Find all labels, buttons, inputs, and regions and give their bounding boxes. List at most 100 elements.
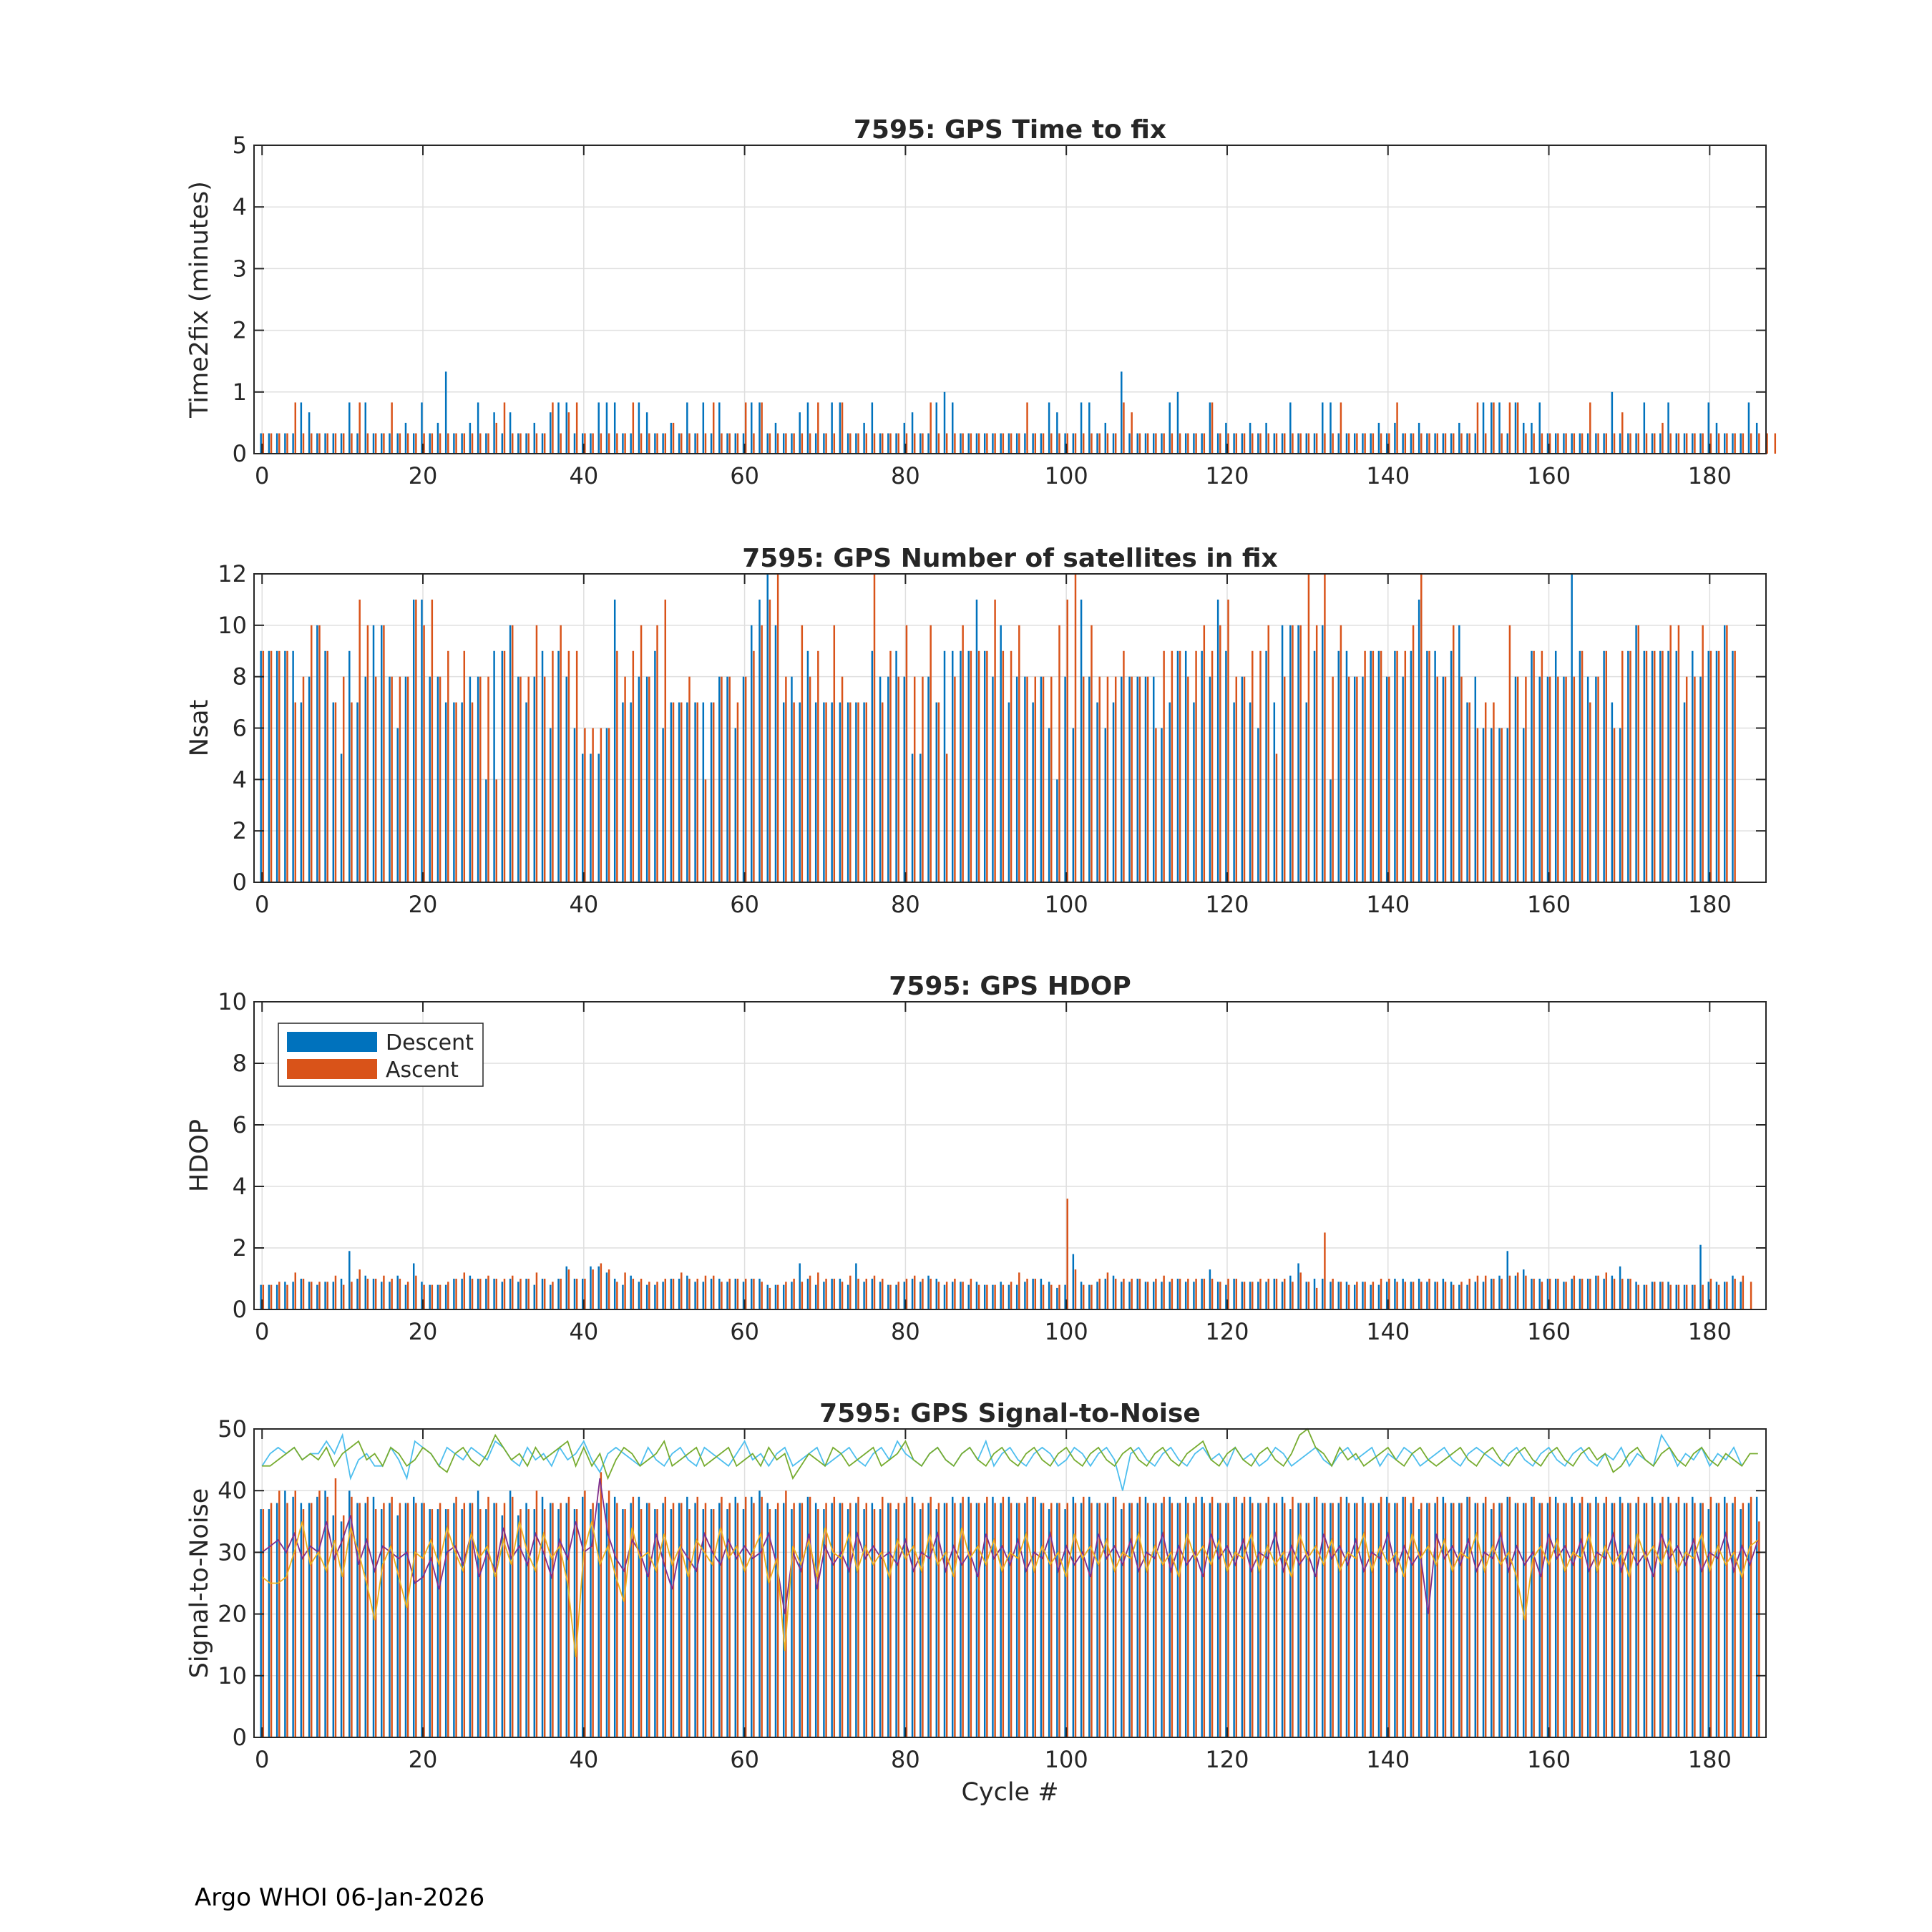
bar-descent-28 <box>485 1279 487 1309</box>
bar-descent-64 <box>774 422 777 454</box>
bar-descent-117 <box>1201 1279 1203 1309</box>
bar-ascent-123 <box>1252 1282 1254 1309</box>
bar-descent-132 <box>1322 402 1324 454</box>
bar-ascent-159 <box>1541 1503 1543 1737</box>
bar-ascent-113 <box>1171 1279 1174 1309</box>
bar-ascent-102 <box>1082 676 1085 882</box>
bar-descent-43 <box>605 1272 608 1309</box>
bar-ascent-33 <box>527 676 530 882</box>
bar-ascent-49 <box>656 625 658 882</box>
bar-descent-120 <box>1225 1503 1227 1737</box>
bar-ascent-107 <box>1123 402 1125 454</box>
bar-ascent-44 <box>616 1282 618 1309</box>
bar-ascent-117 <box>1203 625 1206 882</box>
bar-ascent-185 <box>1750 1496 1752 1737</box>
bar-ascent-177 <box>1685 676 1688 882</box>
bar-ascent-153 <box>1493 702 1495 882</box>
bar-ascent-43 <box>608 1491 610 1737</box>
bar-ascent-165 <box>1589 702 1591 882</box>
x-tick-label: 80 <box>891 891 920 918</box>
bar-ascent-131 <box>1315 1287 1318 1309</box>
bar-ascent-126 <box>1275 433 1278 454</box>
bar-ascent-139 <box>1380 433 1382 454</box>
bar-descent-157 <box>1523 1503 1525 1737</box>
bar-ascent-30 <box>503 1503 506 1737</box>
bar-ascent-0 <box>262 433 265 454</box>
bar-descent-180 <box>1707 402 1709 454</box>
bar-descent-168 <box>1611 1503 1614 1737</box>
bar-descent-142 <box>1402 433 1404 454</box>
bar-descent-60 <box>742 1282 745 1309</box>
bar-descent-105 <box>1104 728 1107 882</box>
bar-descent-93 <box>1008 702 1010 882</box>
bar-ascent-136 <box>1356 676 1358 882</box>
bar-descent-165 <box>1586 1279 1589 1309</box>
bar-ascent-82 <box>922 1279 924 1309</box>
bar-descent-28 <box>485 779 487 882</box>
y-tick-label: 2 <box>233 817 247 844</box>
x-tick-label: 180 <box>1688 891 1732 918</box>
bar-descent-98 <box>1048 1282 1050 1309</box>
bar-ascent-167 <box>1605 1272 1608 1309</box>
bar-descent-185 <box>1747 402 1750 454</box>
bar-descent-24 <box>453 1503 455 1737</box>
bar-ascent-120 <box>1227 599 1229 882</box>
bar-descent-17 <box>396 1515 399 1737</box>
bar-descent-72 <box>839 702 841 882</box>
bar-ascent-67 <box>801 1503 804 1737</box>
x-tick-label: 40 <box>569 1318 598 1345</box>
x-tick-label: 80 <box>891 1318 920 1345</box>
bar-descent-12 <box>356 433 358 454</box>
y-tick-label: 10 <box>218 612 247 639</box>
bar-descent-62 <box>758 599 761 882</box>
bar-descent-33 <box>525 433 527 454</box>
bar-ascent-14 <box>374 1509 377 1737</box>
bar-ascent-26 <box>471 433 474 454</box>
bar-ascent-106 <box>1114 433 1117 454</box>
bar-descent-106 <box>1112 433 1115 454</box>
bar-ascent-65 <box>785 433 787 454</box>
bar-descent-18 <box>404 422 407 454</box>
bar-descent-170 <box>1627 650 1629 882</box>
x-tick-label: 40 <box>569 1746 598 1773</box>
bar-descent-25 <box>461 433 463 454</box>
bar-ascent-67 <box>801 433 804 454</box>
bar-ascent-137 <box>1364 1503 1366 1737</box>
bar-ascent-83 <box>930 1496 932 1737</box>
bar-ascent-113 <box>1171 1503 1174 1737</box>
bar-ascent-171 <box>1637 433 1639 454</box>
snr-line-3 <box>261 1478 1759 1614</box>
bar-ascent-87 <box>962 1282 964 1309</box>
bar-descent-104 <box>1096 702 1098 882</box>
bar-ascent-14 <box>374 433 377 454</box>
bar-descent-38 <box>565 402 567 454</box>
bar-descent-119 <box>1216 1503 1219 1737</box>
bar-descent-128 <box>1289 625 1292 882</box>
bar-ascent-150 <box>1468 1496 1470 1737</box>
bar-ascent-100 <box>1066 599 1068 882</box>
bar-descent-42 <box>597 753 600 882</box>
bar-ascent-130 <box>1307 1503 1310 1737</box>
x-tick-label: 160 <box>1527 1746 1571 1773</box>
bar-descent-75 <box>863 1509 865 1737</box>
bar-descent-124 <box>1257 1503 1259 1737</box>
bar-ascent-98 <box>1050 676 1053 882</box>
bar-descent-181 <box>1715 650 1718 882</box>
bar-ascent-37 <box>560 625 562 882</box>
bar-ascent-182 <box>1726 1503 1728 1737</box>
bar-descent-144 <box>1418 599 1420 882</box>
bar-ascent-105 <box>1106 676 1109 882</box>
bar-ascent-22 <box>439 1284 441 1309</box>
bar-descent-39 <box>573 728 576 882</box>
bar-descent-112 <box>1161 1503 1163 1737</box>
bar-descent-3 <box>284 433 286 454</box>
bar-descent-121 <box>1233 702 1235 882</box>
bar-ascent-52 <box>680 433 683 454</box>
bar-descent-118 <box>1209 1503 1211 1737</box>
bar-descent-22 <box>436 676 439 882</box>
bar-ascent-97 <box>1042 433 1045 454</box>
bar-ascent-160 <box>1548 1496 1551 1737</box>
bar-ascent-181 <box>1717 1284 1720 1309</box>
bar-ascent-130 <box>1307 1282 1310 1309</box>
bar-descent-19 <box>412 433 415 454</box>
